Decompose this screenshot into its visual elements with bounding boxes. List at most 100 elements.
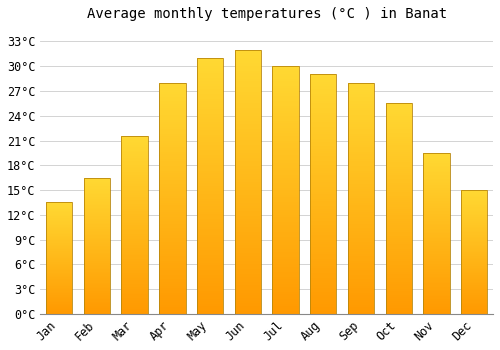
Bar	[46, 297, 72, 298]
Bar	[159, 143, 186, 145]
Bar	[424, 261, 450, 262]
Bar	[84, 253, 110, 254]
Bar	[234, 179, 261, 182]
Bar	[122, 289, 148, 291]
Bar	[197, 122, 224, 125]
Bar	[159, 245, 186, 247]
Bar	[424, 193, 450, 195]
Bar	[386, 198, 412, 200]
Bar	[234, 87, 261, 89]
Bar	[197, 94, 224, 96]
Bar	[424, 172, 450, 174]
Bar	[159, 265, 186, 268]
Bar	[348, 140, 374, 143]
Bar	[46, 232, 72, 234]
Bar	[424, 309, 450, 311]
Bar	[234, 145, 261, 147]
Bar	[46, 240, 72, 241]
Bar	[122, 305, 148, 307]
Bar	[461, 234, 487, 236]
Bar	[234, 232, 261, 234]
Bar	[424, 240, 450, 242]
Bar	[461, 290, 487, 292]
Bar	[386, 105, 412, 107]
Bar	[159, 92, 186, 94]
Bar	[122, 202, 148, 204]
Bar	[84, 270, 110, 272]
Bar	[386, 297, 412, 299]
Bar	[234, 205, 261, 208]
Bar	[424, 191, 450, 193]
Bar	[272, 173, 299, 175]
Bar	[46, 238, 72, 239]
Bar	[348, 157, 374, 159]
Bar	[46, 229, 72, 230]
Bar	[348, 159, 374, 161]
Bar	[310, 261, 336, 264]
Bar	[234, 285, 261, 287]
Bar	[122, 158, 148, 160]
Bar	[461, 217, 487, 218]
Bar	[386, 293, 412, 295]
Bar	[197, 194, 224, 196]
Bar	[310, 232, 336, 235]
Bar	[46, 281, 72, 283]
Bar	[122, 230, 148, 232]
Bar	[46, 288, 72, 289]
Bar	[159, 291, 186, 293]
Bar	[159, 224, 186, 226]
Bar	[424, 232, 450, 233]
Bar	[234, 256, 261, 258]
Bar	[272, 131, 299, 133]
Bar	[197, 288, 224, 291]
Bar	[197, 245, 224, 247]
Bar	[386, 223, 412, 225]
Bar	[348, 235, 374, 238]
Bar	[386, 255, 412, 257]
Bar	[424, 203, 450, 204]
Bar	[386, 238, 412, 240]
Bar	[272, 195, 299, 197]
Bar	[272, 312, 299, 314]
Bar	[310, 103, 336, 106]
Bar	[122, 245, 148, 246]
Bar	[348, 240, 374, 242]
Bar	[159, 97, 186, 99]
Bar	[386, 303, 412, 306]
Bar	[234, 63, 261, 65]
Bar	[122, 191, 148, 193]
Bar	[348, 134, 374, 136]
Bar	[234, 105, 261, 108]
Bar	[461, 309, 487, 310]
Bar	[461, 298, 487, 299]
Bar	[310, 295, 336, 297]
Bar	[272, 170, 299, 173]
Bar	[272, 126, 299, 128]
Bar	[159, 87, 186, 90]
Bar	[348, 92, 374, 94]
Bar	[122, 215, 148, 216]
Bar	[310, 180, 336, 182]
Bar	[348, 228, 374, 231]
Bar	[46, 304, 72, 305]
Bar	[234, 301, 261, 303]
Bar	[272, 101, 299, 103]
Bar	[461, 299, 487, 300]
Bar	[122, 218, 148, 220]
Bar	[84, 199, 110, 201]
Bar	[310, 110, 336, 113]
Bar	[234, 240, 261, 243]
Bar	[159, 295, 186, 298]
Bar	[461, 214, 487, 215]
Bar	[348, 189, 374, 191]
Bar	[159, 173, 186, 175]
Bar	[197, 283, 224, 286]
Bar	[348, 270, 374, 272]
Bar	[84, 280, 110, 281]
Bar	[159, 83, 186, 85]
Bar	[84, 197, 110, 198]
Bar	[386, 213, 412, 215]
Bar	[310, 79, 336, 82]
Bar	[197, 147, 224, 150]
Bar	[272, 264, 299, 267]
